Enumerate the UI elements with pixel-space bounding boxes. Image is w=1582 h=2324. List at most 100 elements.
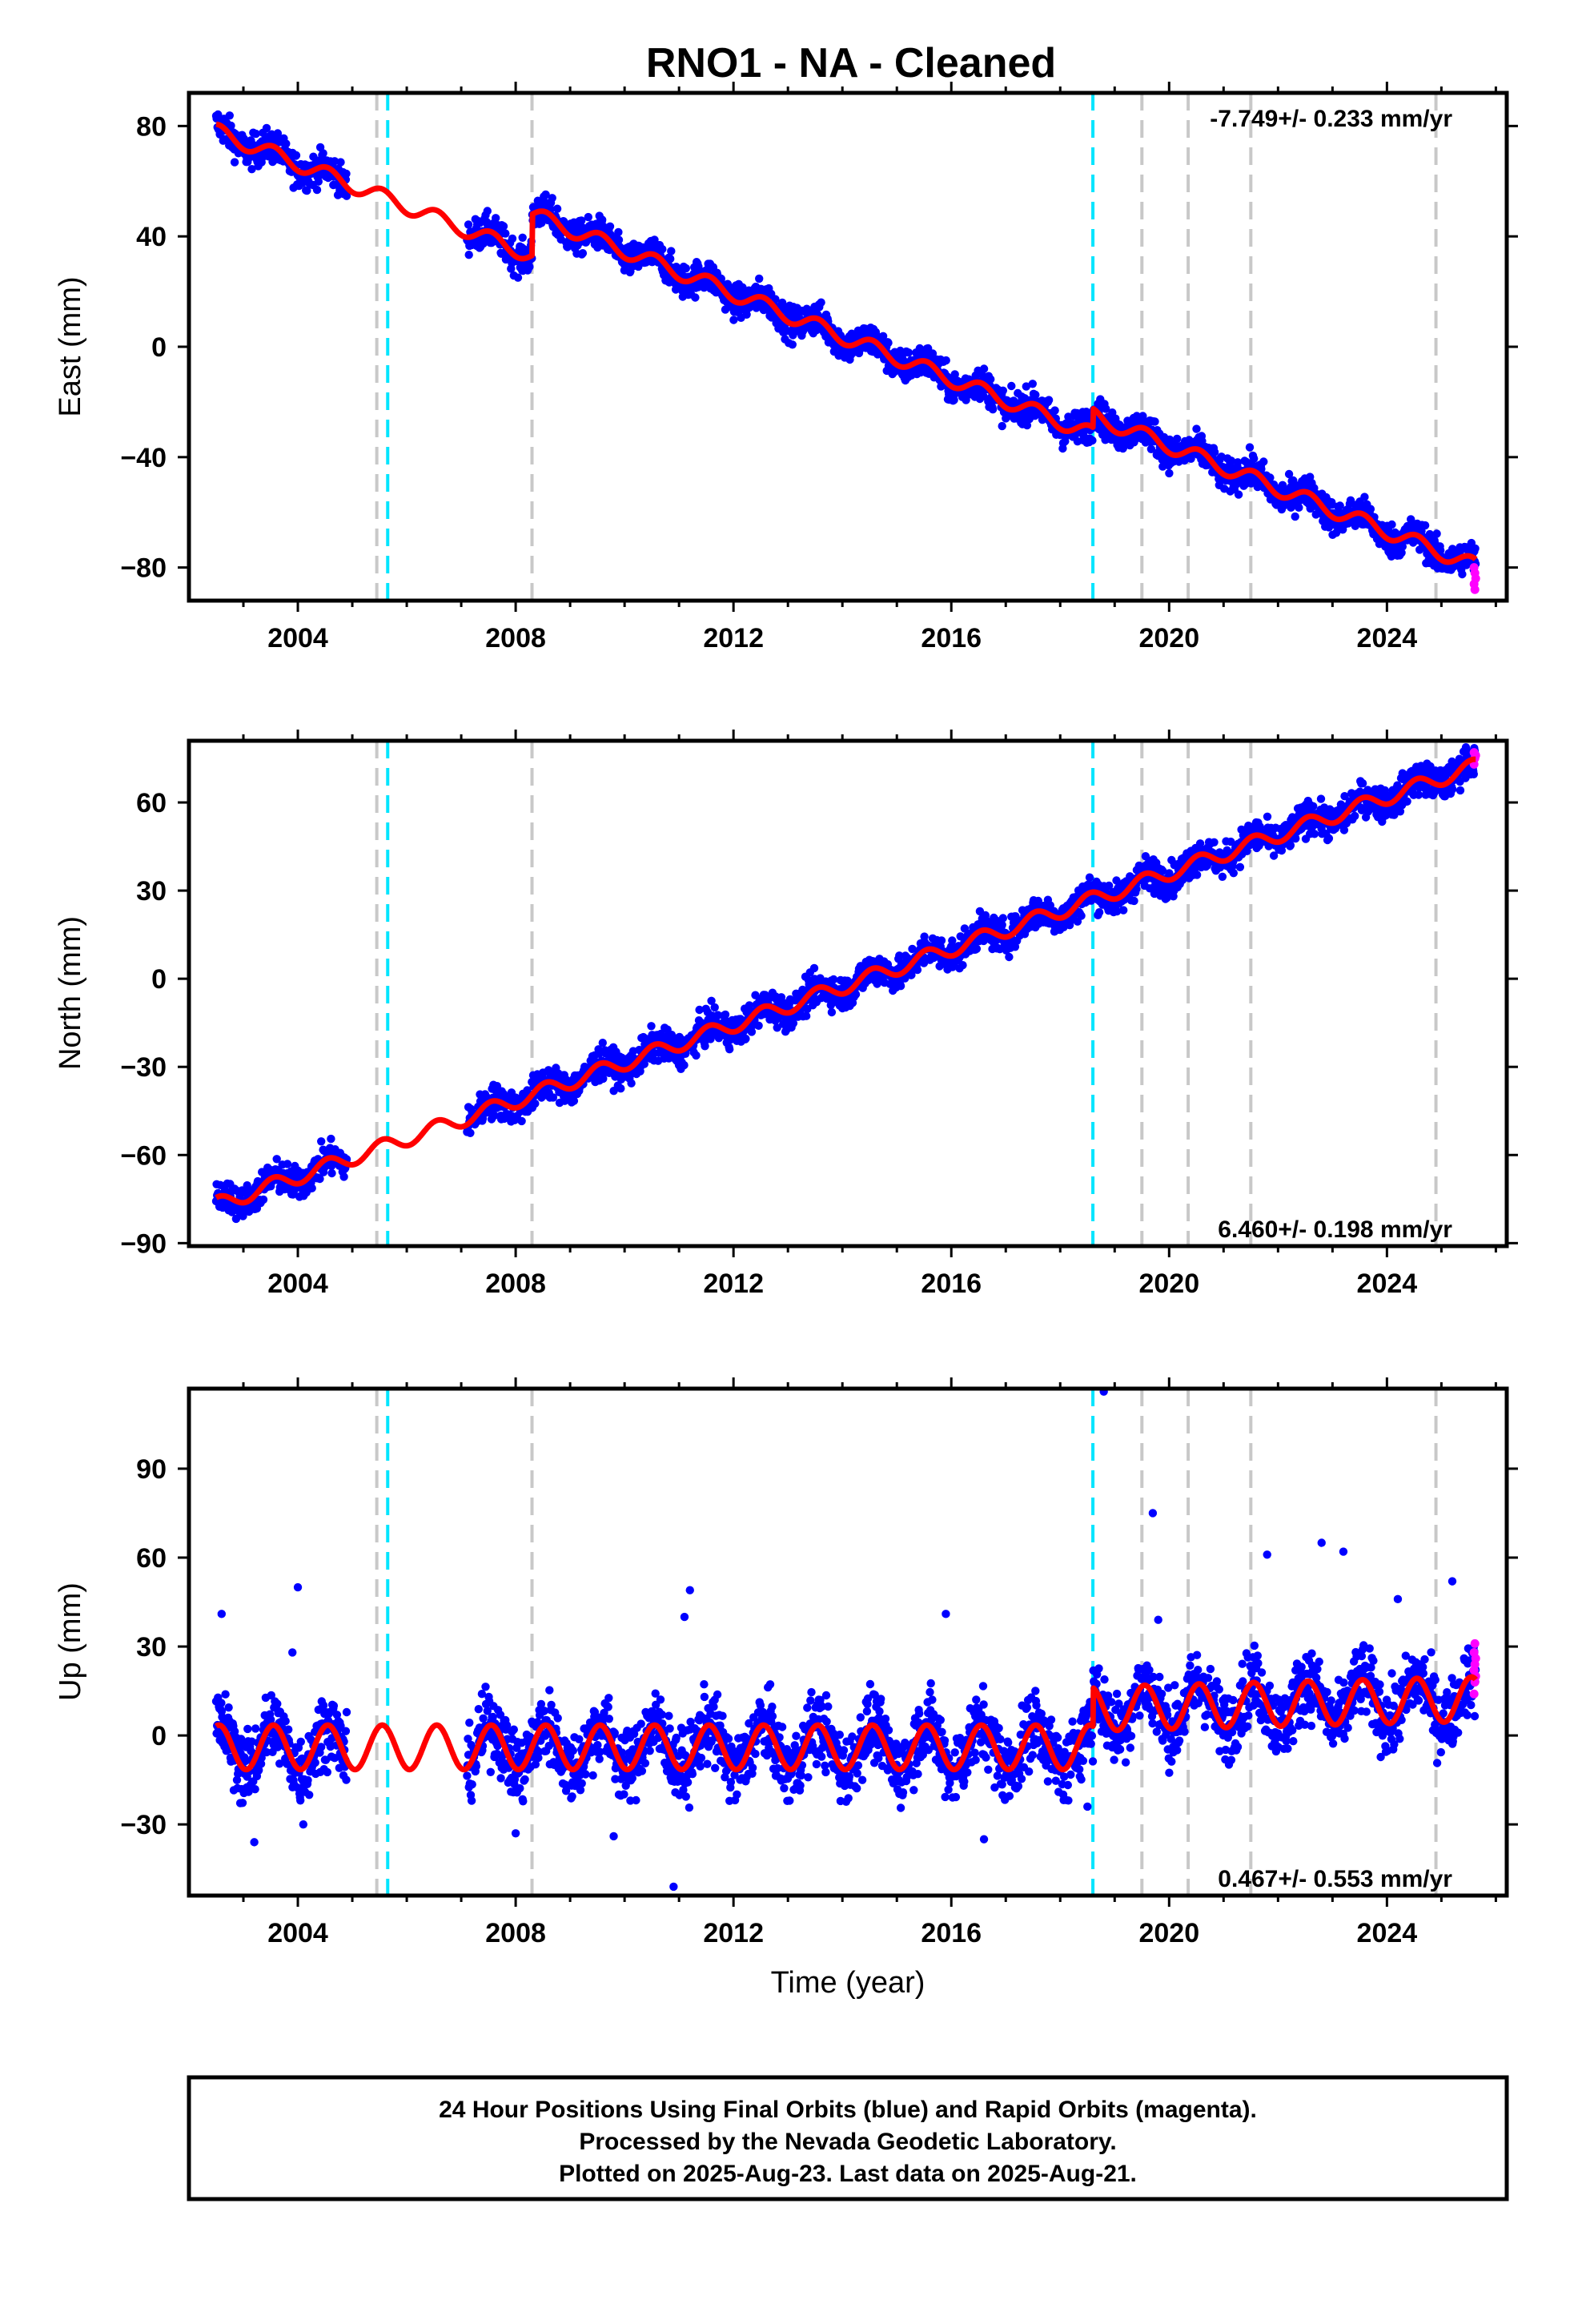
- data-point: [1031, 390, 1040, 400]
- data-point: [1358, 779, 1367, 788]
- data-point: [1471, 544, 1480, 553]
- data-point: [788, 340, 797, 349]
- data-point: [483, 207, 492, 215]
- data-point: [998, 914, 1008, 923]
- data-point: [1210, 838, 1219, 847]
- data-point: [1150, 417, 1159, 426]
- x-tick-label: 2016: [921, 1269, 982, 1299]
- north-y-tick-label: −90: [120, 1228, 167, 1259]
- data-point: [317, 1137, 326, 1146]
- data-point: [771, 295, 780, 304]
- x-tick-label: 2024: [1357, 623, 1418, 653]
- data-point: [282, 139, 291, 148]
- data-point: [1005, 952, 1014, 962]
- data-point: [312, 185, 322, 195]
- data-point: [336, 158, 345, 167]
- x-tick-label: 2016: [921, 623, 982, 653]
- data-point: [1309, 802, 1318, 810]
- data-point: [227, 121, 235, 131]
- data-point: [1210, 448, 1219, 456]
- data-point: [464, 251, 473, 259]
- data-point: [1028, 380, 1038, 388]
- data-point: [273, 129, 283, 138]
- data-point: [1130, 896, 1138, 906]
- data-point: [884, 338, 893, 348]
- up-final-orbit-points: [211, 1389, 1480, 1892]
- data-point: [1094, 908, 1104, 917]
- data-point: [1324, 834, 1334, 843]
- data-point: [1218, 872, 1227, 882]
- data-point: [817, 298, 825, 307]
- data-point: [1165, 468, 1174, 478]
- data-point: [680, 1060, 689, 1070]
- x-tick-label: 2008: [485, 623, 546, 653]
- data-point: [754, 1021, 763, 1031]
- data-point: [896, 982, 905, 991]
- rapid-orbit-point: [1470, 585, 1480, 594]
- data-point: [314, 177, 323, 186]
- data-point: [710, 1003, 719, 1012]
- data-point: [614, 227, 623, 237]
- data-point: [979, 364, 989, 373]
- data-point: [1456, 786, 1465, 795]
- data-point: [1286, 841, 1295, 850]
- data-point: [809, 963, 819, 973]
- data-point: [230, 158, 239, 167]
- data-point: [1469, 770, 1479, 778]
- data-point: [552, 204, 562, 213]
- data-point: [1088, 436, 1097, 445]
- data-point: [327, 1134, 335, 1144]
- data-point: [950, 396, 958, 404]
- data-point: [681, 263, 690, 273]
- data-point: [464, 220, 473, 229]
- data-point: [517, 1116, 526, 1126]
- data-point: [541, 190, 550, 199]
- data-point: [937, 936, 946, 945]
- data-point: [492, 214, 500, 223]
- north-y-tick-label: 30: [136, 876, 167, 907]
- data-point: [738, 283, 747, 292]
- data-point: [634, 262, 643, 271]
- data-point: [755, 274, 764, 283]
- east-y-tick-label: −80: [120, 553, 167, 584]
- x-tick-label: 2012: [703, 1269, 764, 1299]
- data-point: [598, 1039, 607, 1047]
- data-point: [1146, 444, 1156, 453]
- data-point: [508, 234, 517, 243]
- data-point: [531, 1099, 540, 1108]
- data-point: [247, 165, 256, 174]
- data-point: [1351, 811, 1359, 821]
- data-point: [1229, 869, 1239, 878]
- data-point: [1263, 812, 1272, 821]
- x-tick-label: 2012: [703, 623, 764, 653]
- data-point: [525, 262, 534, 271]
- chart-title: RNO1 - NA - Cleaned: [646, 40, 1056, 86]
- x-tick-label: 2020: [1138, 623, 1199, 653]
- data-point: [1085, 873, 1094, 882]
- data-point: [725, 1045, 734, 1054]
- data-point: [958, 961, 967, 970]
- data-point: [1022, 420, 1032, 430]
- data-point: [942, 356, 950, 365]
- data-point: [998, 386, 1008, 395]
- data-point: [1235, 862, 1245, 872]
- data-point: [1044, 396, 1054, 404]
- north-y-tick-label: 60: [136, 788, 167, 818]
- data-point: [501, 229, 510, 238]
- data-point: [225, 111, 234, 120]
- data-point: [1250, 454, 1259, 463]
- data-point: [1259, 457, 1268, 466]
- data-point: [950, 370, 959, 379]
- data-point: [1335, 501, 1344, 510]
- data-point: [701, 1042, 709, 1051]
- data-point: [1420, 521, 1430, 530]
- data-point: [1007, 381, 1016, 391]
- data-point: [1233, 458, 1243, 467]
- data-point: [548, 194, 556, 203]
- data-point: [1245, 443, 1255, 452]
- data-point: [1022, 382, 1031, 391]
- data-point: [1102, 404, 1110, 413]
- x-tick-label: 2004: [267, 623, 328, 653]
